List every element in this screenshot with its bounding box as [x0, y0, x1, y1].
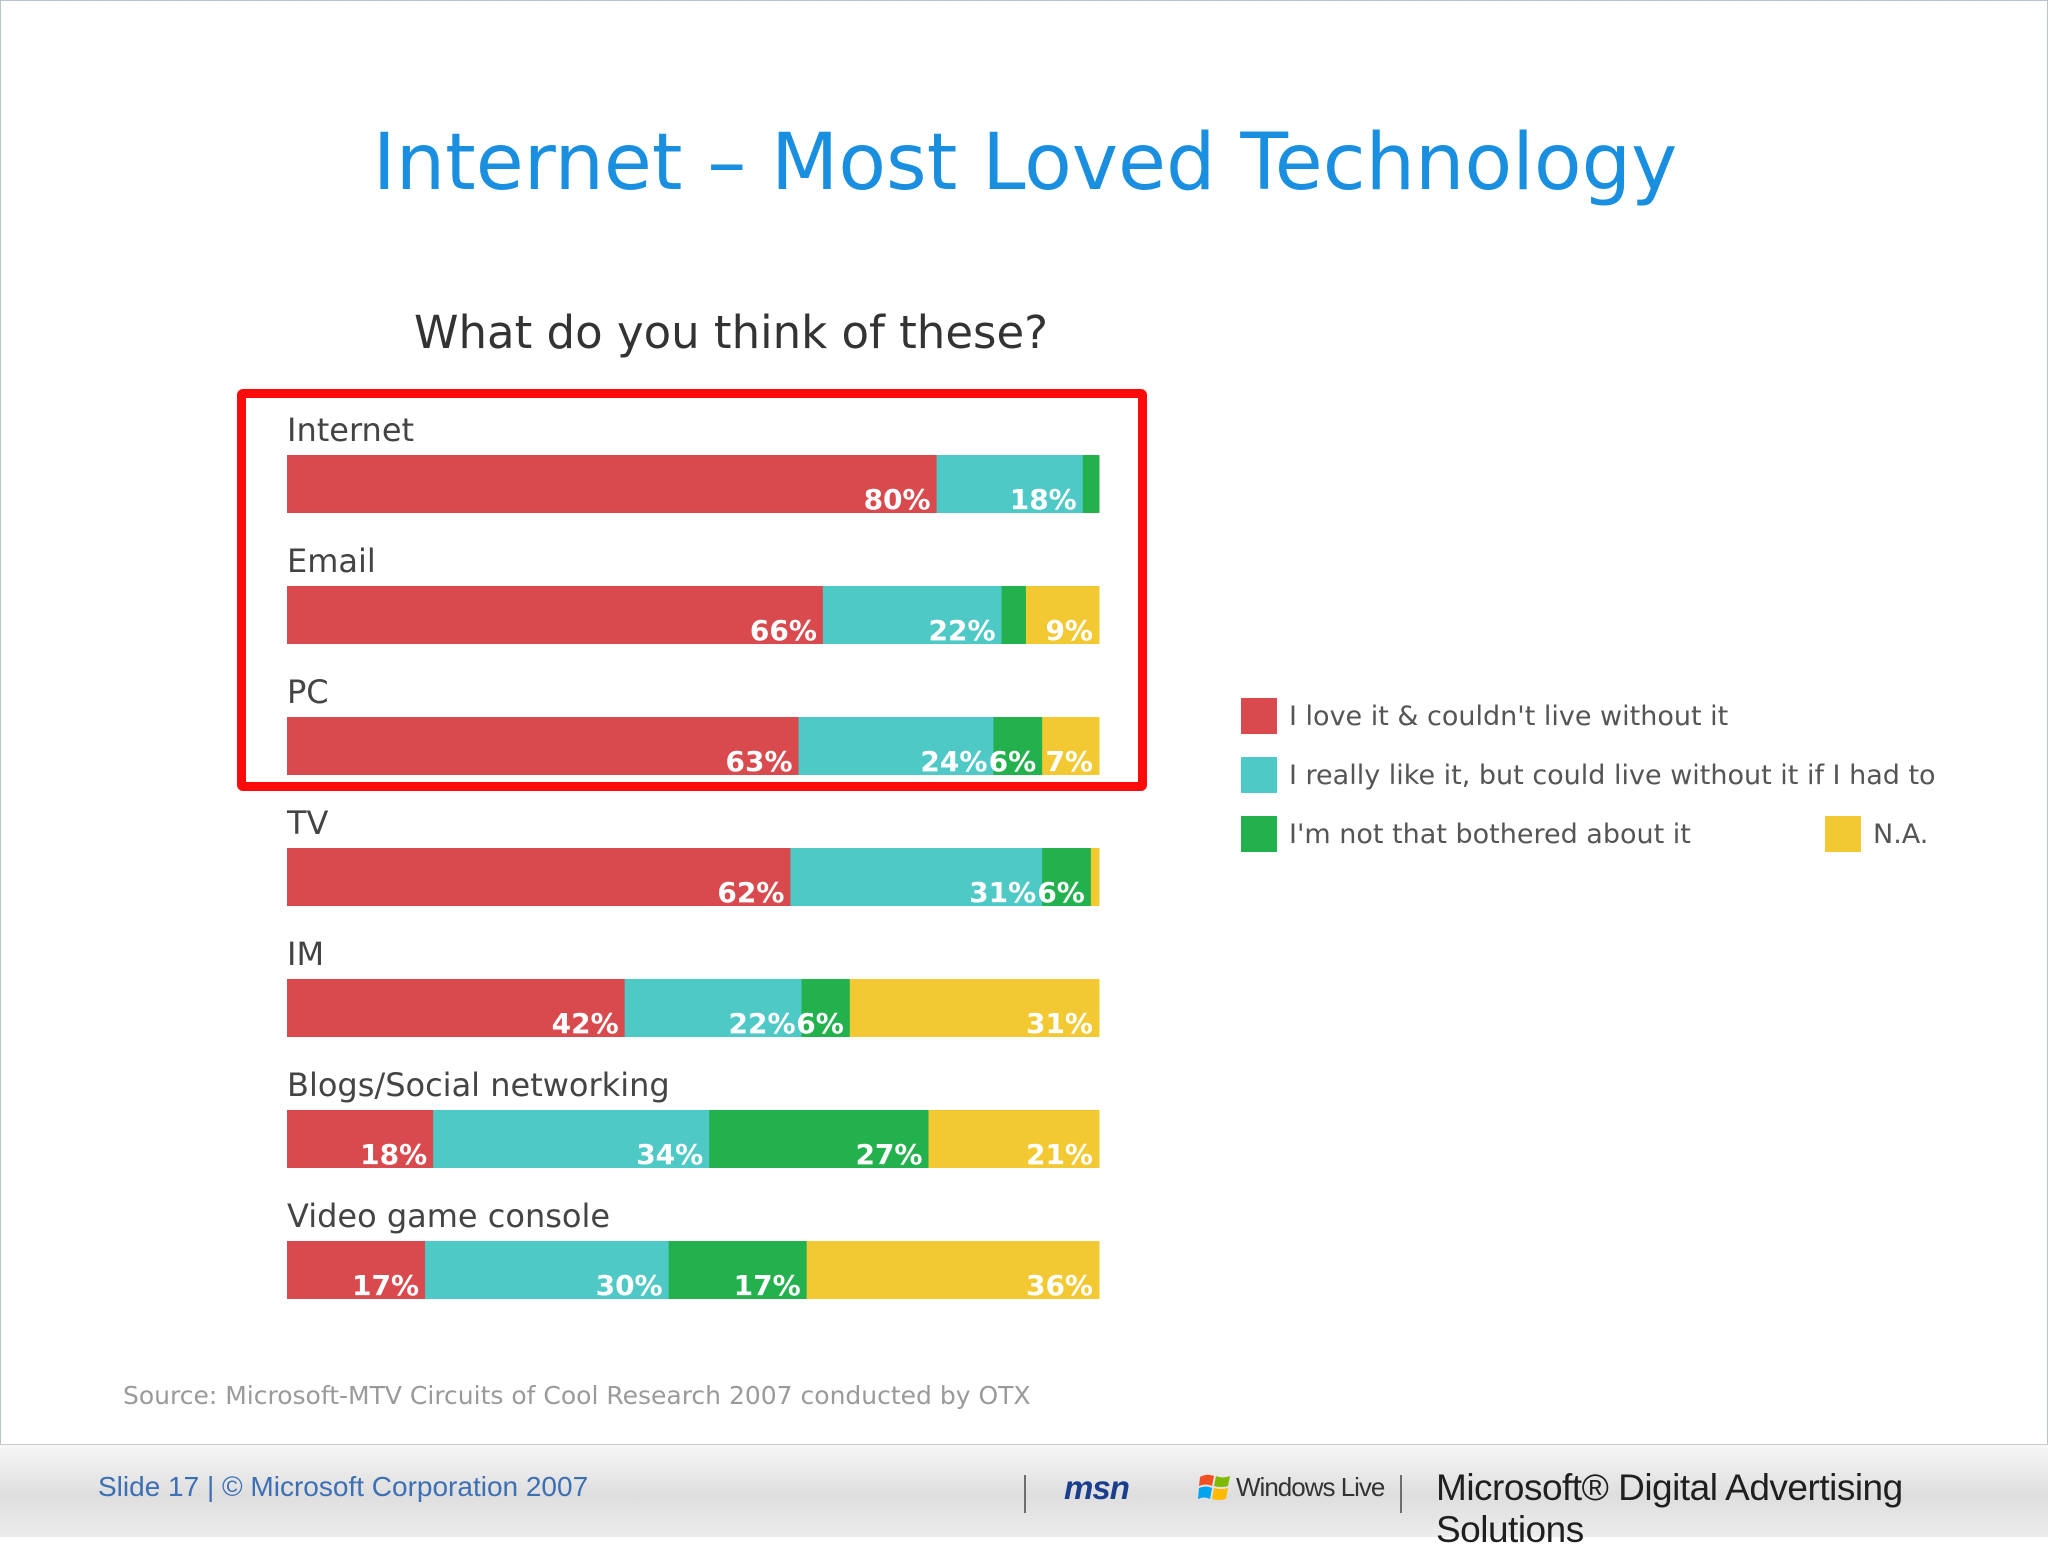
- footer-slide-number: Slide 17 | © Microsoft Corporation 2007: [98, 1471, 589, 1502]
- value-label-tv-love: 62%: [717, 876, 784, 909]
- bar-segment-im-love: [287, 979, 626, 1037]
- bar-segment-pc-love: [287, 717, 800, 775]
- bar-segment-video-game-console-like: [425, 1241, 670, 1299]
- footer-divider: [1024, 1475, 1026, 1513]
- bar-segment-internet-love: [287, 455, 938, 513]
- bar-segment-video-game-console-love: [287, 1241, 426, 1299]
- value-label-pc-not-bothered: 6%: [989, 745, 1037, 778]
- windows-live-logo: Windows Live: [1198, 1471, 1385, 1503]
- value-label-blogs-social-networking-love: 18%: [360, 1138, 427, 1171]
- legend-label-love: I love it & couldn't live without it: [1289, 700, 1729, 732]
- bar-segment-pc-not-bothered: [993, 717, 1043, 775]
- value-label-im-like: 22%: [729, 1007, 796, 1040]
- value-label-pc-like: 24%: [920, 745, 987, 778]
- bar-segment-blogs-social-networking-not-bothered: [709, 1110, 929, 1168]
- bar-segment-video-game-console-na: [806, 1241, 1100, 1299]
- category-label-blogs-social-networking: Blogs/Social networking: [287, 1066, 670, 1104]
- value-label-im-not-bothered: 6%: [796, 1007, 844, 1040]
- bar-segment-internet-like: [936, 455, 1084, 513]
- value-label-blogs-social-networking-not-bothered: 27%: [855, 1138, 922, 1171]
- value-label-im-na: 31%: [1026, 1007, 1093, 1040]
- legend-item-na: N.A.: [1825, 816, 1928, 852]
- bar-segment-im-like: [624, 979, 803, 1037]
- value-label-tv-not-bothered: 6%: [1037, 876, 1085, 909]
- bar-segment-im-not-bothered: [801, 979, 851, 1037]
- msn-logo: msn: [1064, 1469, 1130, 1506]
- bar-segment-video-game-console-not-bothered: [668, 1241, 808, 1299]
- windows-flag-icon: [1198, 1474, 1230, 1500]
- bar-segment-tv-love: [287, 848, 791, 906]
- bar-segment-pc-na: [1042, 717, 1100, 775]
- bar-segment-pc-like: [798, 717, 994, 775]
- windows-live-label: Windows Live: [1236, 1471, 1385, 1502]
- footer-bar: Slide 17 | © Microsoft Corporation 2007 …: [0, 1444, 2048, 1550]
- value-label-email-na: 9%: [1045, 614, 1093, 647]
- value-label-blogs-social-networking-like: 34%: [636, 1138, 703, 1171]
- bar-segment-email-love: [287, 586, 824, 644]
- legend-label-not-bothered: I'm not that bothered about it: [1289, 818, 1691, 850]
- bar-segment-blogs-social-networking-like: [433, 1110, 710, 1168]
- slide-title: Internet – Most Loved Technology: [372, 118, 1678, 208]
- bar-segment-email-na: [1025, 586, 1100, 644]
- value-label-email-love: 66%: [750, 614, 817, 647]
- category-label-tv: TV: [286, 804, 329, 842]
- value-label-video-game-console-na: 36%: [1026, 1269, 1093, 1302]
- legend-item-not-bothered: I'm not that bothered about it: [1241, 816, 1691, 852]
- category-label-im: IM: [287, 935, 324, 973]
- bar-segment-blogs-social-networking-na: [928, 1110, 1100, 1168]
- category-label-video-game-console: Video game console: [287, 1197, 610, 1235]
- value-label-tv-like: 31%: [969, 876, 1036, 909]
- value-label-blogs-social-networking-na: 21%: [1026, 1138, 1093, 1171]
- bar-segment-email-like: [822, 586, 1003, 644]
- source-note: Source: Microsoft-MTV Circuits of Cool R…: [123, 1381, 1031, 1410]
- slide: Internet – Most Loved Technology What do…: [0, 0, 2048, 1445]
- value-label-pc-love: 63%: [726, 745, 793, 778]
- category-label-pc: PC: [287, 673, 329, 711]
- bar-segment-internet-not-bothered: [1082, 455, 1100, 513]
- value-label-pc-na: 7%: [1045, 745, 1093, 778]
- legend-swatch-not-bothered: [1241, 816, 1277, 852]
- bar-segment-im-na: [849, 979, 1100, 1037]
- highlight-box: [237, 389, 1147, 791]
- bar-segment-blogs-social-networking-love: [287, 1110, 434, 1168]
- legend-swatch-like: [1241, 757, 1277, 793]
- microsoft-das-logo: Microsoft® Digital Advertising Solutions: [1436, 1467, 1903, 1550]
- chart-question: What do you think of these?: [414, 306, 1049, 359]
- value-label-video-game-console-like: 30%: [596, 1269, 663, 1302]
- legend-swatch-love: [1241, 698, 1277, 734]
- bar-segment-tv-not-bothered: [1042, 848, 1092, 906]
- value-label-email-like: 22%: [929, 614, 996, 647]
- legend-label-na: N.A.: [1873, 818, 1929, 850]
- value-label-video-game-console-love: 17%: [352, 1269, 419, 1302]
- footer-divider-2: [1400, 1475, 1402, 1513]
- category-label-internet: Internet: [287, 411, 414, 449]
- value-label-internet-like: 18%: [1010, 483, 1077, 516]
- legend-swatch-na: [1825, 816, 1861, 852]
- bar-segment-tv-like: [790, 848, 1043, 906]
- value-label-im-love: 42%: [552, 1007, 619, 1040]
- legend-item-love: I love it & couldn't live without it: [1241, 698, 1728, 734]
- legend-label-like: I really like it, but could live without…: [1289, 759, 1936, 791]
- bar-segment-tv-na: [1090, 848, 1100, 906]
- legend-item-like: I really like it, but could live without…: [1241, 757, 1936, 793]
- category-label-email: Email: [287, 542, 376, 580]
- bar-segment-email-not-bothered: [1001, 586, 1027, 644]
- value-label-video-game-console-not-bothered: 17%: [734, 1269, 801, 1302]
- value-label-internet-love: 80%: [864, 483, 931, 516]
